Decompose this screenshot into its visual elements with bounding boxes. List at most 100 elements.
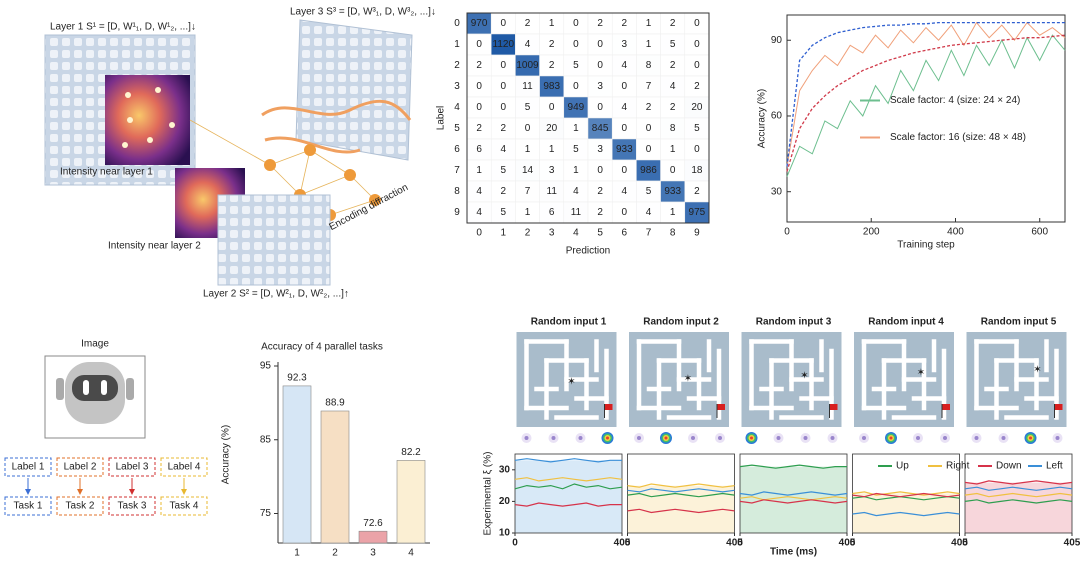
spot	[1055, 436, 1060, 440]
cell-label: 5	[573, 144, 579, 155]
cell-label: 3	[622, 39, 628, 50]
cell-label: 0	[501, 81, 507, 92]
cell-label: 8	[646, 60, 652, 71]
cell-label: 3	[597, 81, 603, 92]
spot	[1029, 436, 1032, 440]
flag	[717, 404, 725, 410]
legend-label: Right	[946, 461, 970, 472]
spot	[862, 436, 866, 440]
x-tick-label: 4	[408, 548, 414, 559]
spot	[718, 436, 722, 440]
cell-label: 4	[670, 81, 676, 92]
signal-line	[852, 491, 960, 496]
cell-label: 0	[646, 144, 652, 155]
cell-label: 0	[622, 81, 628, 92]
cell-label: 0	[525, 123, 531, 134]
cell-label: 7	[646, 81, 652, 92]
signal-line	[964, 486, 1073, 491]
signal-line	[964, 499, 1073, 504]
layer2-label: Layer 2 S² = [D, W²₁, D, W²₂, ...]↑	[203, 289, 349, 300]
fit-line	[786, 21, 1065, 167]
task-diagram: Image	[44, 339, 146, 439]
cell-label: 2	[670, 102, 676, 113]
cell-label: 0	[597, 102, 603, 113]
diffraction-diagram: Layer 1 S¹ = [D, W¹₁, D, W¹₂, ...]↓ Laye…	[44, 7, 436, 300]
cell-label: 0	[573, 81, 579, 92]
cell-label: 3	[597, 144, 603, 155]
data-label: 72.6	[363, 518, 383, 529]
legend-label: Down	[996, 461, 1022, 472]
legend-label: Up	[896, 461, 909, 472]
x-tick-label: 405	[951, 538, 968, 549]
cell-label: 1	[476, 165, 482, 176]
cell-label: 4	[501, 144, 507, 155]
cell-label: 0	[476, 81, 482, 92]
x-tick-label: 8	[670, 228, 676, 239]
spot	[606, 436, 609, 440]
cell-label: 1	[573, 165, 579, 176]
segment-frame	[627, 453, 735, 534]
cell-label: 0	[670, 165, 676, 176]
heatmap-frame	[466, 12, 710, 224]
y-tick-label: 0	[454, 18, 460, 29]
intensity1-label: Intensity near layer 1	[60, 167, 153, 178]
cell-label: 949	[568, 102, 585, 113]
x-axis-label: Time (ms)	[770, 547, 817, 558]
star: ✶	[800, 371, 808, 382]
spot	[803, 436, 808, 440]
x-tick-label: 3	[549, 228, 555, 239]
signal-line	[739, 499, 848, 504]
signal-line	[739, 496, 848, 501]
segment-frame	[514, 453, 623, 534]
cell-label: 0	[622, 207, 628, 218]
cell-label: 983	[543, 81, 560, 92]
signal-line	[514, 458, 622, 463]
spot	[551, 436, 556, 440]
cell-label: 6	[549, 207, 555, 218]
star: ✶	[917, 368, 925, 379]
legend-label: Scale factor: 4 (size: 24 × 24)	[890, 95, 1020, 106]
cell-label: 14	[522, 165, 534, 176]
x-axis-label: Prediction	[566, 246, 610, 257]
y-tick-label: 85	[260, 434, 272, 445]
cell-label: 1	[525, 207, 531, 218]
x-tick-label: 7	[646, 228, 652, 239]
cell-label: 3	[549, 165, 555, 176]
x-tick-label: 0	[784, 227, 790, 238]
plot-frame	[786, 14, 1066, 223]
cell-label: 0	[573, 39, 579, 50]
flag	[942, 404, 950, 410]
x-tick-label: 405	[726, 538, 743, 549]
cell-label: 4	[622, 186, 628, 197]
signal-line	[514, 477, 623, 482]
highlight-area	[515, 460, 622, 533]
cell-label: 1	[549, 144, 555, 155]
cell-label: 20	[691, 102, 703, 113]
spot	[664, 436, 668, 440]
signal-line	[514, 483, 623, 490]
task-text: Task 4	[170, 501, 199, 512]
spot	[1001, 436, 1006, 440]
cell-label: 5	[646, 186, 652, 197]
signal-line	[964, 480, 1073, 485]
signal-line	[739, 491, 848, 496]
data-label: 82.2	[401, 447, 421, 458]
x-tick-label: 0	[850, 538, 856, 549]
x-tick-label: 0	[737, 538, 743, 549]
panel-title: Random input 4	[868, 317, 944, 328]
y-tick-label: 75	[260, 508, 272, 519]
flag	[829, 404, 838, 410]
cell-label: 2	[549, 39, 555, 50]
label-box	[108, 457, 156, 477]
panel-title: Random input 5	[981, 317, 1057, 328]
cell-label: 4	[476, 186, 482, 197]
arrow-head	[181, 489, 187, 495]
intensity1-dots	[122, 87, 175, 148]
cell-label: 5	[525, 102, 531, 113]
label-text: Label 2	[64, 462, 97, 473]
cell-label: 8	[670, 123, 676, 134]
spot	[776, 436, 781, 440]
cell-label: 2	[476, 60, 482, 71]
cell-label: 4	[573, 186, 579, 197]
